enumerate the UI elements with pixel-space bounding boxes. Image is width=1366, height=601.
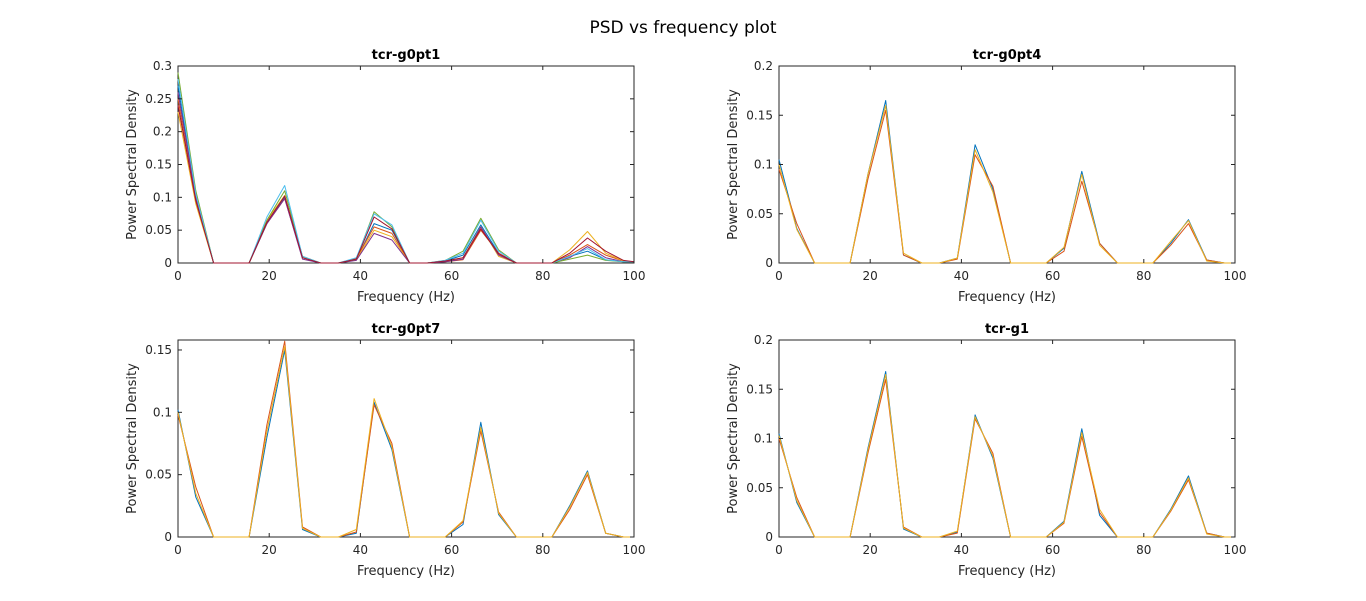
y-tick-label: 0	[765, 256, 773, 270]
y-tick-label: 0.05	[746, 207, 773, 221]
x-axis-label: Frequency (Hz)	[357, 290, 455, 305]
x-tick-label: 100	[1224, 543, 1247, 557]
y-tick-label: 0.25	[145, 92, 172, 106]
x-tick-label: 60	[444, 269, 459, 283]
x-tick-label: 40	[353, 269, 368, 283]
y-tick-label: 0.15	[145, 158, 172, 172]
y-tick-label: 0.2	[153, 125, 172, 139]
x-tick-label: 80	[1136, 269, 1151, 283]
y-axis-label: Power Spectral Density	[726, 363, 741, 514]
subplot-title: tcr-g1	[985, 322, 1029, 337]
series-line-3	[177, 345, 634, 538]
y-axis-label: Power Spectral Density	[125, 363, 140, 514]
y-tick-label: 0.2	[754, 333, 773, 347]
y-tick-label: 0.1	[153, 190, 172, 204]
y-tick-label: 0.15	[746, 382, 773, 396]
plot-area	[778, 339, 1236, 538]
x-tick-label: 100	[623, 269, 646, 283]
y-axis-label: Power Spectral Density	[726, 89, 741, 240]
subplot-title: tcr-g0pt1	[372, 48, 441, 63]
x-tick-label: 40	[954, 269, 969, 283]
x-tick-label: 80	[535, 269, 550, 283]
plot-area	[177, 65, 635, 264]
y-tick-label: 0.15	[145, 343, 172, 357]
x-tick-label: 60	[1045, 543, 1060, 557]
x-tick-label: 20	[863, 269, 878, 283]
x-tick-label: 0	[174, 269, 182, 283]
subplot-grid: 0 20 40 60 80 100 0 0.05 0.1 0.15 0.2 0.25 0.3 tcr-g0…	[125, 48, 1246, 579]
y-tick-label: 0.05	[145, 223, 172, 237]
x-tick-label: 80	[535, 543, 550, 557]
x-axis-label: Frequency (Hz)	[958, 564, 1056, 579]
subplot-3: 0 20 40 60 80 100 0 0.05 0.1 0.15 tcr-g0pt7 Frequen…	[125, 322, 645, 579]
subplot-2: 0 20 40 60 80 100 0 0.05 0.1 0.15 0.2 tcr-g0pt4 Freq…	[726, 48, 1246, 305]
y-tick-label: 0	[164, 256, 172, 270]
x-axis-label: Frequency (Hz)	[958, 290, 1056, 305]
subplot-4: 0 20 40 60 80 100 0 0.05 0.1 0.15 0.2 tcr-g1 Frequen…	[726, 322, 1246, 579]
x-tick-label: 40	[954, 543, 969, 557]
series-line-3	[778, 374, 1235, 538]
y-tick-label: 0	[765, 530, 773, 544]
x-tick-label: 0	[174, 543, 182, 557]
x-tick-label: 40	[353, 543, 368, 557]
y-tick-label: 0.1	[754, 158, 773, 172]
figure-title: PSD vs frequency plot	[589, 18, 776, 38]
y-axis-label: Power Spectral Density	[125, 89, 140, 240]
subplot-title: tcr-g0pt7	[372, 322, 441, 337]
x-tick-label: 20	[262, 269, 277, 283]
x-tick-label: 60	[444, 543, 459, 557]
y-tick-label: 0	[164, 530, 172, 544]
subplot-1: 0 20 40 60 80 100 0 0.05 0.1 0.15 0.2 0.25 0.3 tcr-g0…	[125, 48, 645, 305]
subplot-title: tcr-g0pt4	[973, 48, 1042, 63]
x-tick-label: 20	[863, 543, 878, 557]
y-tick-label: 0.1	[754, 432, 773, 446]
series-line-3	[778, 104, 1235, 264]
x-tick-label: 0	[775, 543, 783, 557]
plot-area	[778, 65, 1236, 264]
y-tick-label: 0.1	[153, 405, 172, 419]
y-tick-label: 0.2	[754, 59, 773, 73]
x-tick-label: 80	[1136, 543, 1151, 557]
x-tick-label: 0	[775, 269, 783, 283]
x-tick-label: 100	[623, 543, 646, 557]
x-tick-label: 60	[1045, 269, 1060, 283]
y-tick-label: 0.3	[153, 59, 172, 73]
y-tick-label: 0.05	[746, 481, 773, 495]
plot-area	[177, 339, 635, 538]
x-tick-label: 20	[262, 543, 277, 557]
y-tick-label: 0.05	[145, 468, 172, 482]
x-axis-label: Frequency (Hz)	[357, 564, 455, 579]
series-line-7	[177, 105, 635, 264]
x-tick-label: 100	[1224, 269, 1247, 283]
y-tick-label: 0.15	[746, 108, 773, 122]
